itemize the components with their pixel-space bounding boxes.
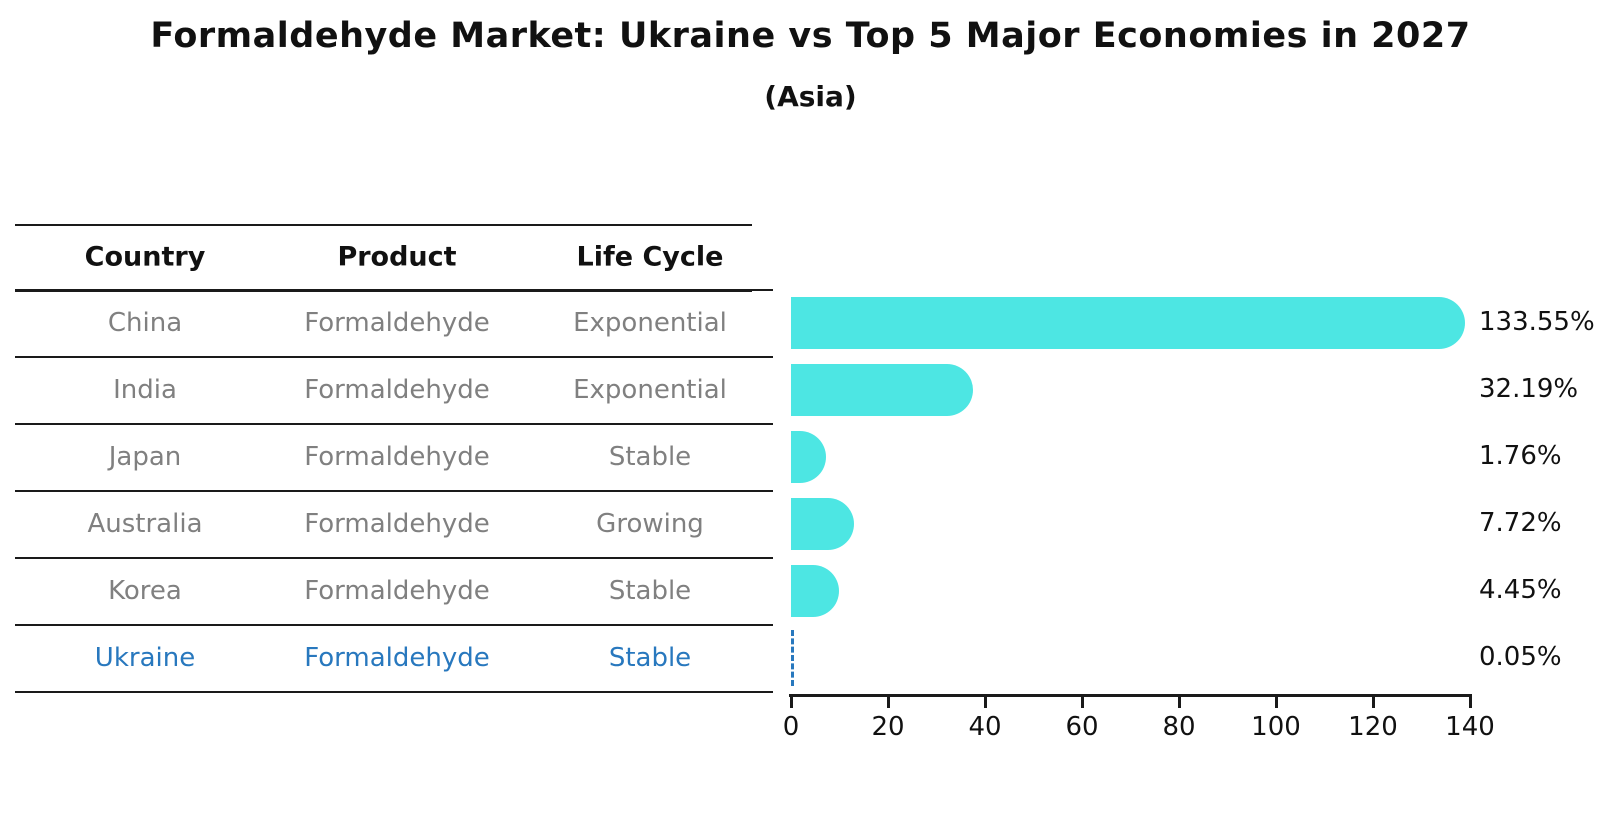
table-header-life-cycle: Life Cycle bbox=[576, 241, 724, 273]
y-tick bbox=[750, 423, 773, 425]
x-axis-spine bbox=[789, 694, 1472, 697]
table-cell-life-cycle: Exponential bbox=[573, 375, 727, 405]
y-tick bbox=[750, 356, 773, 358]
bar-value-label: 0.05% bbox=[1479, 642, 1562, 672]
y-tick bbox=[750, 490, 773, 492]
table-rule bbox=[15, 423, 752, 425]
bar-dashed-highlight bbox=[791, 630, 794, 686]
table-cell-life-cycle: Stable bbox=[608, 576, 692, 606]
bar-value-label: 32.19% bbox=[1479, 374, 1579, 404]
y-tick bbox=[750, 557, 773, 559]
bar-value-label: 133.55% bbox=[1479, 307, 1595, 337]
table-rule bbox=[15, 624, 752, 626]
table-cell-product: Formaldehyde bbox=[304, 509, 490, 539]
table-rule bbox=[15, 557, 752, 559]
table-cell-life-cycle: Stable bbox=[608, 643, 692, 673]
bar bbox=[791, 498, 854, 550]
x-tick bbox=[886, 697, 890, 708]
chart-title: Formaldehyde Market: Ukraine vs Top 5 Ma… bbox=[150, 16, 1471, 56]
table-cell-life-cycle: Exponential bbox=[573, 308, 727, 338]
x-tick-label: 0 bbox=[782, 712, 800, 742]
table-cell-life-cycle: Stable bbox=[608, 442, 692, 472]
table-cell-country: Korea bbox=[108, 576, 182, 606]
table-cell-product: Formaldehyde bbox=[304, 576, 490, 606]
x-tick-label: 120 bbox=[1348, 712, 1398, 742]
table-header-product: Product bbox=[337, 241, 457, 273]
table-cell-country: China bbox=[107, 308, 183, 338]
table-cell-product: Formaldehyde bbox=[304, 442, 490, 472]
x-tick-label: 20 bbox=[871, 712, 905, 742]
x-tick bbox=[1080, 697, 1084, 708]
x-tick bbox=[789, 697, 793, 708]
table-cell-product: Formaldehyde bbox=[304, 643, 490, 673]
table-cell-country: Australia bbox=[87, 509, 203, 539]
table-cell-life-cycle: Growing bbox=[596, 509, 704, 539]
bar bbox=[791, 297, 1465, 349]
x-tick bbox=[1371, 697, 1375, 708]
table-rule bbox=[15, 224, 752, 226]
y-tick bbox=[750, 624, 773, 626]
x-tick bbox=[1274, 697, 1278, 708]
bar bbox=[791, 565, 839, 617]
table-rule bbox=[15, 289, 752, 292]
bar-value-label: 7.72% bbox=[1479, 508, 1562, 538]
table-cell-country: Ukraine bbox=[94, 643, 196, 673]
table-cell-product: Formaldehyde bbox=[304, 308, 490, 338]
chart-subtitle: (Asia) bbox=[764, 80, 857, 113]
x-tick bbox=[1468, 697, 1472, 708]
x-tick bbox=[1177, 697, 1181, 708]
table-rule bbox=[15, 356, 752, 358]
table-cell-country: India bbox=[113, 375, 177, 405]
x-tick-label: 60 bbox=[1065, 712, 1099, 742]
x-tick-label: 140 bbox=[1445, 712, 1495, 742]
table-header-country: Country bbox=[84, 241, 206, 273]
y-tick bbox=[750, 691, 773, 693]
y-tick bbox=[750, 289, 773, 291]
x-tick-label: 100 bbox=[1251, 712, 1301, 742]
bar bbox=[791, 431, 826, 483]
table-cell-product: Formaldehyde bbox=[304, 375, 490, 405]
table-rule bbox=[15, 490, 752, 492]
bar bbox=[791, 364, 973, 416]
table-rule bbox=[15, 691, 752, 693]
bar-value-label: 4.45% bbox=[1479, 575, 1562, 605]
x-tick bbox=[983, 697, 987, 708]
bar-value-label: 1.76% bbox=[1479, 441, 1562, 471]
table-cell-country: Japan bbox=[108, 442, 182, 472]
x-tick-label: 40 bbox=[968, 712, 1002, 742]
x-tick-label: 80 bbox=[1162, 712, 1196, 742]
